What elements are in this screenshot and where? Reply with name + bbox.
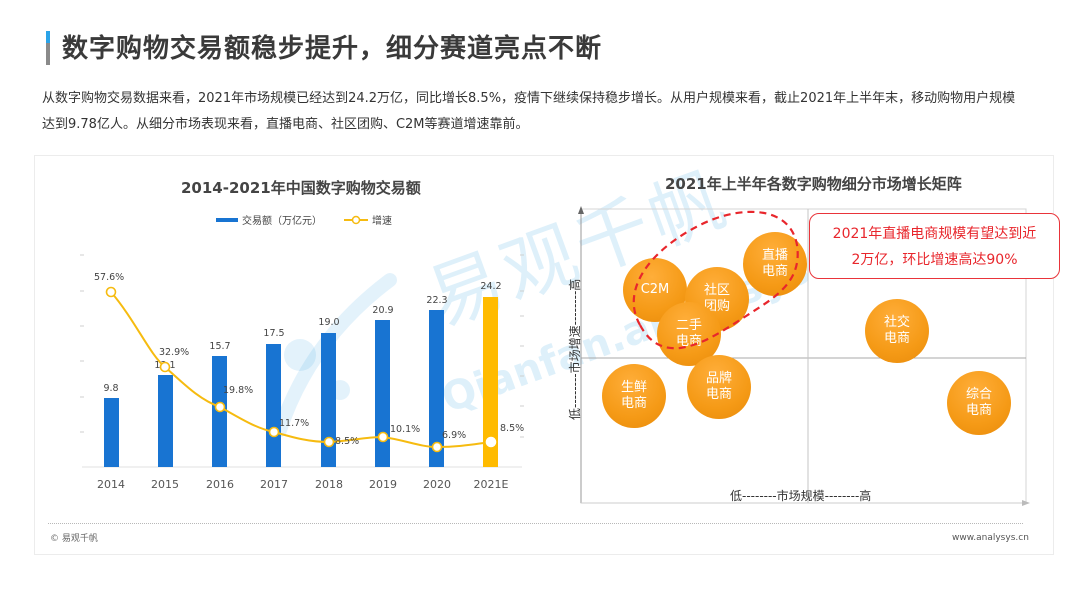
bar-2014 [104, 398, 119, 467]
x-label-2018: 2018 [315, 478, 343, 491]
bubble-fresh-food-ecommerce: 生鲜 电商 [602, 364, 666, 428]
bubble-general-ecommerce: 综合 电商 [947, 371, 1011, 435]
intro-line-1: 从数字购物交易数据来看，2021年市场规模已经达到24.2万亿，同比增长8.5%… [42, 91, 1016, 106]
legend-line-swatch [344, 215, 368, 224]
bar-2018 [321, 333, 336, 467]
highlight-dashed-outline [632, 210, 799, 350]
callout-line-2: 2万亿，环比增速高达90% [851, 252, 1018, 268]
growth-label-2015: 32.9% [159, 347, 189, 358]
callout-line-1: 2021年直播电商规模有望达到近 [832, 226, 1037, 242]
bar-2021E [483, 297, 498, 467]
y-axis-label: 低--------市场增速--------高 [568, 278, 582, 420]
legend-line-label: 增速 [372, 216, 392, 227]
callout-annotation: 2021年直播电商规模有望达到近 2万亿，环比增速高达90% [809, 213, 1060, 279]
x-axis-label: 低--------市场规模--------高 [730, 489, 872, 503]
x-label-2017: 2017 [260, 478, 288, 491]
growth-label-2016: 19.8% [223, 385, 253, 396]
page-title: 数字购物交易额稳步提升，细分赛道亮点不断 [62, 34, 603, 64]
growth-label-2019: 10.1% [390, 424, 420, 435]
bars [104, 297, 498, 467]
bar-value-2019: 20.9 [372, 305, 393, 316]
footer-divider [48, 523, 1023, 524]
legend-bar-swatch [216, 217, 238, 222]
footer-copyright: © 易观千帆 [50, 534, 98, 544]
bar-value-2014: 9.8 [103, 383, 118, 394]
left-chart-legend: 交易额（万亿元） 增速 [216, 212, 392, 227]
intro-line-2: 达到9.78亿人。从细分市场表现来看，直播电商、社区团购、C2M等赛道增速靠前。 [42, 117, 529, 132]
matrix-axes [578, 206, 1030, 506]
bar-value-2021E: 24.2 [480, 281, 501, 292]
bar-2019 [375, 320, 390, 467]
bar-2020 [429, 310, 444, 467]
left-chart-title: 2014-2021年中国数字购物交易额 [181, 179, 421, 197]
legend-bar-label: 交易额（万亿元） [242, 216, 322, 227]
x-label-2020: 2020 [423, 478, 451, 491]
growth-label-2021E: 8.5% [500, 423, 524, 434]
x-label-2015: 2015 [151, 478, 179, 491]
bar-2015 [158, 375, 173, 467]
growth-label-2017: 11.7% [279, 418, 309, 429]
growth-label-2014: 57.6% [94, 272, 124, 283]
bar-value-2018: 19.0 [318, 317, 339, 328]
bar-value-2020: 22.3 [426, 295, 447, 306]
bar-line-chart: 9.8 13.1 15.7 17.5 19.0 20.9 22.3 24.2 5… [80, 254, 524, 491]
title-accent-bar [46, 31, 50, 65]
bar-2017 [266, 344, 281, 467]
bubble-brand-ecommerce: 品牌 电商 [687, 355, 751, 419]
bar-value-2017: 17.5 [263, 328, 284, 339]
x-axis-arrow-icon [1022, 500, 1030, 506]
x-label-2019: 2019 [369, 478, 397, 491]
growth-label-2020: 6.9% [442, 430, 466, 441]
bubble-social-ecommerce: 社交 电商 [865, 299, 929, 363]
x-label-2016: 2016 [206, 478, 234, 491]
growth-label-2018: 8.5% [335, 436, 359, 447]
x-label-2021E: 2021E [474, 478, 509, 491]
right-chart-title: 2021年上半年各数字购物细分市场增长矩阵 [665, 175, 962, 193]
y-axis-arrow-icon [578, 206, 584, 214]
intro-paragraph: 从数字购物交易数据来看，2021年市场规模已经达到24.2万亿，同比增长8.5%… [42, 86, 1052, 138]
footer-website: www.analysys.cn [952, 533, 1029, 543]
bar-value-2016: 15.7 [209, 341, 230, 352]
x-label-2014: 2014 [97, 478, 125, 491]
